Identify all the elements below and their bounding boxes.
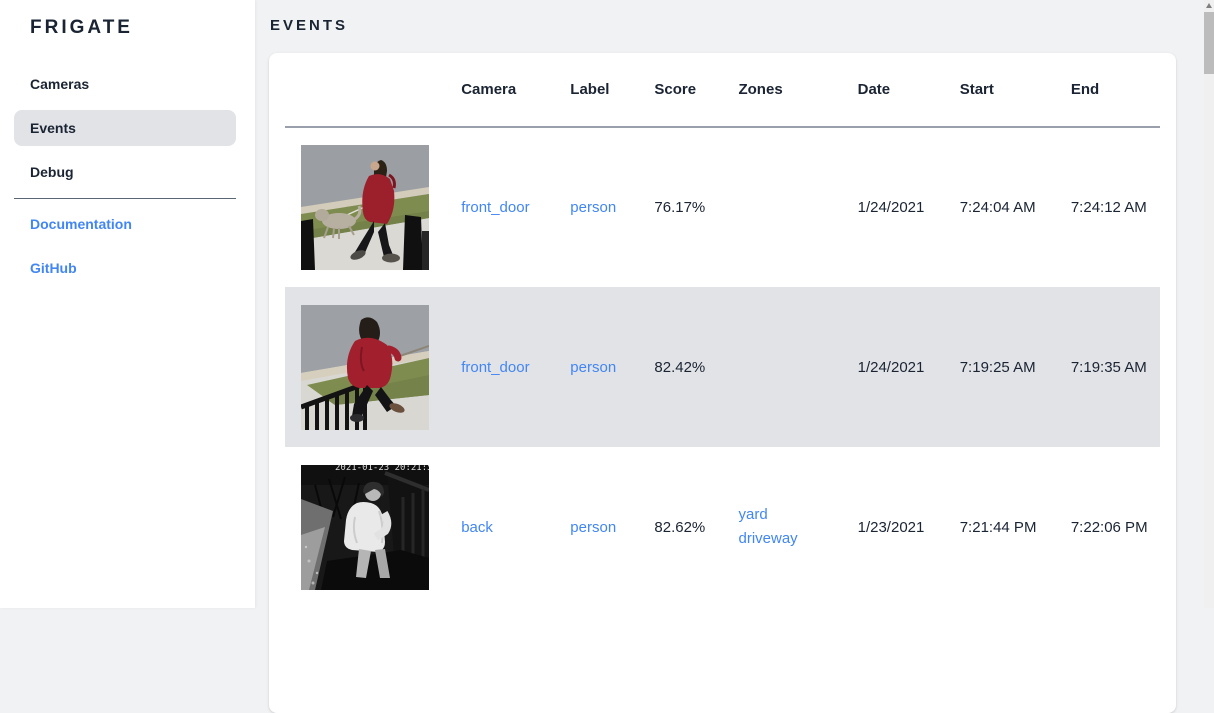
column-date: Date: [857, 53, 960, 128]
event-thumbnail[interactable]: [301, 145, 429, 270]
zones-cell: [738, 127, 857, 287]
score-value: 76.17%: [654, 199, 706, 216]
event-thumbnail[interactable]: [301, 304, 429, 430]
sidebar-item-events[interactable]: Events: [14, 110, 236, 146]
thumbnail-night-person-white-shirt: 2021-01-23 20:21:52: [301, 464, 429, 590]
column-label: Label: [570, 53, 655, 128]
date-value: 1/24/2021: [857, 358, 925, 376]
label-link[interactable]: person: [570, 358, 617, 376]
sidebar-divider: [14, 198, 236, 199]
zone-link-yard[interactable]: yard: [738, 506, 768, 523]
sidebar-link-documentation[interactable]: Documentation: [30, 216, 132, 232]
sidebar-nav: Cameras Events Debug Documentation GitHu…: [0, 66, 255, 286]
sidebar-item-debug[interactable]: Debug: [30, 164, 74, 180]
zone-link-driveway[interactable]: driveway: [738, 530, 798, 547]
event-row: 2021-01-23 20:21:52 back person 82.62% y…: [285, 447, 1160, 607]
sidebar-link-github[interactable]: GitHub: [30, 260, 77, 276]
end-value: 7:22:06 PM: [1070, 518, 1148, 536]
scrollbar-thumb[interactable]: [1204, 12, 1214, 74]
page-title: EVENTS: [270, 17, 349, 34]
sidebar: FRIGATE Cameras Events Debug Documentati…: [0, 0, 255, 608]
start-value: 7:21:44 PM: [959, 518, 1037, 536]
thumbnail-person-red-hoodie: [301, 304, 429, 430]
thumbnail-cell: [285, 127, 461, 287]
column-zones: Zones: [738, 53, 858, 128]
app-title: FRIGATE: [30, 17, 133, 38]
event-row-selected: front_door person 82.42% 1/24/2021 7:19:…: [285, 287, 1160, 447]
zones-cell: [738, 287, 857, 447]
thumbnail-person-red-coat-dog: [301, 145, 429, 270]
thumbnail-cell: [285, 287, 461, 447]
start-value: 7:19:25 AM: [959, 358, 1036, 376]
start-value: 7:24:04 AM: [959, 199, 1036, 216]
label-link[interactable]: person: [570, 518, 617, 536]
label-link[interactable]: person: [570, 199, 617, 216]
camera-link[interactable]: front_door: [461, 358, 530, 376]
column-end: End: [1070, 53, 1160, 128]
event-row: front_door person 76.17% 1/24/2021 7:24:…: [285, 127, 1160, 287]
zones-cell: yard driveway: [738, 447, 857, 607]
score-value: 82.62%: [654, 518, 706, 536]
events-card: Camera Label Score Zones Date Start End: [269, 53, 1176, 713]
camera-link[interactable]: front_door: [461, 199, 530, 216]
page-scrollbar: [1204, 0, 1214, 608]
end-value: 7:24:12 AM: [1070, 199, 1147, 216]
table-header-row: Camera Label Score Zones Date Start End: [285, 53, 1160, 128]
column-camera: Camera: [461, 53, 571, 128]
column-start: Start: [959, 53, 1071, 128]
end-value: 7:19:35 AM: [1070, 358, 1147, 376]
sidebar-item-cameras[interactable]: Cameras: [30, 76, 90, 92]
date-value: 1/24/2021: [857, 199, 925, 216]
thumbnail-cell: 2021-01-23 20:21:52: [285, 447, 461, 607]
events-table: Camera Label Score Zones Date Start End: [285, 53, 1160, 607]
date-value: 1/23/2021: [857, 518, 925, 536]
camera-link[interactable]: back: [461, 518, 493, 536]
thumbnail-timestamp-overlay: 2021-01-23 20:21:52: [335, 465, 429, 473]
event-thumbnail[interactable]: 2021-01-23 20:21:52: [301, 464, 429, 590]
score-value: 82.42%: [654, 358, 706, 376]
column-thumbnail: [285, 53, 462, 128]
scrollbar-up-icon[interactable]: [1206, 3, 1212, 8]
column-score: Score: [654, 53, 739, 128]
main-content: EVENTS Camera Label Score Zones Date Sta…: [255, 0, 1214, 713]
